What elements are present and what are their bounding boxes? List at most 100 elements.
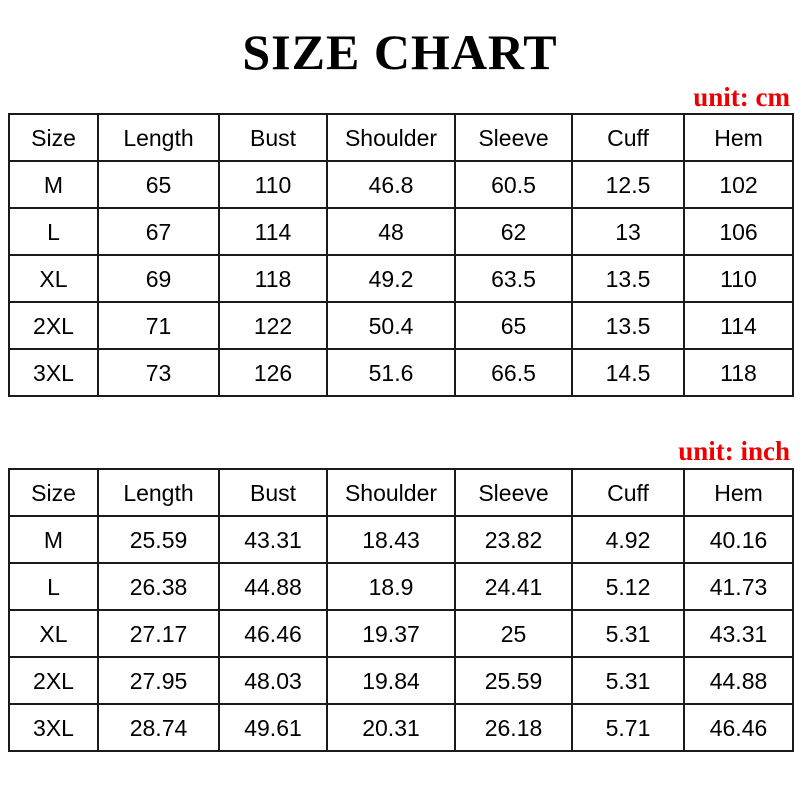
cell-length: 71 <box>97 301 220 350</box>
cell-bust: 110 <box>218 160 328 209</box>
cell-cuff: 12.5 <box>571 160 685 209</box>
cell-length: 25.59 <box>97 515 220 564</box>
table-row: L 26.38 44.88 18.9 24.41 5.12 41.73 <box>8 562 794 611</box>
table-row: 2XL 27.95 48.03 19.84 25.59 5.31 44.88 <box>8 656 794 705</box>
column-header-length: Length <box>97 113 220 162</box>
cell-shoulder: 48 <box>326 207 456 256</box>
column-header-bust: Bust <box>218 468 328 517</box>
cell-sleeve: 66.5 <box>454 348 573 397</box>
cell-hem: 114 <box>683 301 794 350</box>
cell-length: 73 <box>97 348 220 397</box>
column-header-sleeve: Sleeve <box>454 113 573 162</box>
column-header-cuff: Cuff <box>571 113 685 162</box>
cell-shoulder: 49.2 <box>326 254 456 303</box>
cell-size: 2XL <box>8 656 99 705</box>
cell-bust: 48.03 <box>218 656 328 705</box>
cell-size: XL <box>8 254 99 303</box>
cell-bust: 49.61 <box>218 703 328 752</box>
cell-length: 27.95 <box>97 656 220 705</box>
cell-sleeve: 24.41 <box>454 562 573 611</box>
table-header-row: Size Length Bust Shoulder Sleeve Cuff He… <box>8 113 794 162</box>
cell-sleeve: 62 <box>454 207 573 256</box>
column-header-length: Length <box>97 468 220 517</box>
cell-bust: 126 <box>218 348 328 397</box>
cell-bust: 43.31 <box>218 515 328 564</box>
column-header-shoulder: Shoulder <box>326 468 456 517</box>
table-row: M 65 110 46.8 60.5 12.5 102 <box>8 160 794 209</box>
column-header-cuff: Cuff <box>571 468 685 517</box>
column-header-hem: Hem <box>683 468 794 517</box>
cell-shoulder: 18.43 <box>326 515 456 564</box>
cell-size: 2XL <box>8 301 99 350</box>
column-header-sleeve: Sleeve <box>454 468 573 517</box>
cell-shoulder: 46.8 <box>326 160 456 209</box>
cell-size: L <box>8 207 99 256</box>
table-row: XL 27.17 46.46 19.37 25 5.31 43.31 <box>8 609 794 658</box>
cell-length: 67 <box>97 207 220 256</box>
cell-bust: 114 <box>218 207 328 256</box>
size-table-inch: Size Length Bust Shoulder Sleeve Cuff He… <box>8 468 794 752</box>
table-row: M 25.59 43.31 18.43 23.82 4.92 40.16 <box>8 515 794 564</box>
cell-size: L <box>8 562 99 611</box>
cell-shoulder: 51.6 <box>326 348 456 397</box>
cell-hem: 118 <box>683 348 794 397</box>
cell-size: M <box>8 515 99 564</box>
page-title: SIZE CHART <box>242 24 558 80</box>
cell-size: 3XL <box>8 348 99 397</box>
column-header-size: Size <box>8 468 99 517</box>
cell-cuff: 5.31 <box>571 609 685 658</box>
column-header-bust: Bust <box>218 113 328 162</box>
cell-cuff: 5.71 <box>571 703 685 752</box>
table-row: 2XL 71 122 50.4 65 13.5 114 <box>8 301 794 350</box>
cell-size: XL <box>8 609 99 658</box>
cell-sleeve: 25 <box>454 609 573 658</box>
cell-shoulder: 20.31 <box>326 703 456 752</box>
cell-length: 27.17 <box>97 609 220 658</box>
cell-hem: 40.16 <box>683 515 794 564</box>
cell-cuff: 5.31 <box>571 656 685 705</box>
cell-length: 65 <box>97 160 220 209</box>
cell-sleeve: 23.82 <box>454 515 573 564</box>
cell-bust: 46.46 <box>218 609 328 658</box>
cell-cuff: 13.5 <box>571 254 685 303</box>
cell-hem: 110 <box>683 254 794 303</box>
cell-bust: 44.88 <box>218 562 328 611</box>
cell-sleeve: 26.18 <box>454 703 573 752</box>
cell-hem: 43.31 <box>683 609 794 658</box>
column-header-shoulder: Shoulder <box>326 113 456 162</box>
size-table-cm: Size Length Bust Shoulder Sleeve Cuff He… <box>8 113 794 397</box>
cell-size: 3XL <box>8 703 99 752</box>
cell-cuff: 13.5 <box>571 301 685 350</box>
unit-label-inch: unit: inch <box>678 436 790 466</box>
cell-shoulder: 19.37 <box>326 609 456 658</box>
cell-length: 26.38 <box>97 562 220 611</box>
cell-cuff: 14.5 <box>571 348 685 397</box>
cell-length: 69 <box>97 254 220 303</box>
column-header-size: Size <box>8 113 99 162</box>
table-row: 3XL 28.74 49.61 20.31 26.18 5.71 46.46 <box>8 703 794 752</box>
cell-cuff: 13 <box>571 207 685 256</box>
cell-length: 28.74 <box>97 703 220 752</box>
cell-shoulder: 50.4 <box>326 301 456 350</box>
cell-hem: 41.73 <box>683 562 794 611</box>
cell-hem: 46.46 <box>683 703 794 752</box>
cell-sleeve: 25.59 <box>454 656 573 705</box>
cell-cuff: 4.92 <box>571 515 685 564</box>
cell-shoulder: 18.9 <box>326 562 456 611</box>
cell-hem: 102 <box>683 160 794 209</box>
cell-size: M <box>8 160 99 209</box>
unit-label-cm: unit: cm <box>693 82 790 112</box>
cell-hem: 106 <box>683 207 794 256</box>
cell-bust: 122 <box>218 301 328 350</box>
column-header-hem: Hem <box>683 113 794 162</box>
cell-shoulder: 19.84 <box>326 656 456 705</box>
table-row: XL 69 118 49.2 63.5 13.5 110 <box>8 254 794 303</box>
cell-sleeve: 60.5 <box>454 160 573 209</box>
cell-sleeve: 65 <box>454 301 573 350</box>
table-row: L 67 114 48 62 13 106 <box>8 207 794 256</box>
table-row: 3XL 73 126 51.6 66.5 14.5 118 <box>8 348 794 397</box>
cell-cuff: 5.12 <box>571 562 685 611</box>
table-header-row: Size Length Bust Shoulder Sleeve Cuff He… <box>8 468 794 517</box>
cell-bust: 118 <box>218 254 328 303</box>
